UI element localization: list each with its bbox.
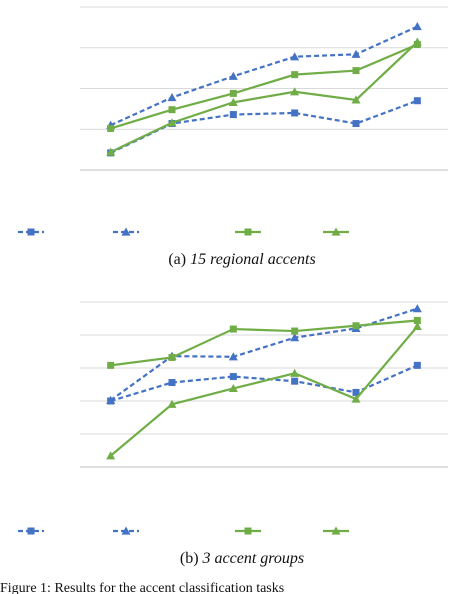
data-point-marker bbox=[412, 37, 422, 46]
chart-regional-accents: (a) 15 regional accents bbox=[18, 6, 448, 268]
data-point-marker bbox=[351, 394, 361, 403]
series-line-dnn bbox=[110, 99, 418, 154]
data-point-marker bbox=[228, 97, 238, 106]
data-point-marker bbox=[290, 52, 300, 61]
legend-marker-sample bbox=[244, 228, 252, 236]
legend-marker-sample bbox=[27, 228, 35, 236]
data-point-marker bbox=[290, 87, 300, 96]
data-point-marker bbox=[168, 379, 176, 387]
data-point-marker bbox=[413, 361, 421, 369]
data-point-marker bbox=[291, 327, 299, 335]
series-line-blstm bbox=[110, 43, 418, 130]
data-point-marker bbox=[412, 22, 422, 31]
caption-prefix: (a) bbox=[168, 251, 190, 268]
data-point-marker bbox=[290, 368, 300, 377]
legend-marker-sample bbox=[121, 227, 131, 236]
legend-marker-sample bbox=[27, 527, 35, 535]
data-point-marker bbox=[106, 451, 116, 460]
data-point-marker bbox=[228, 71, 238, 80]
data-point-marker bbox=[352, 67, 360, 75]
legend-marker-sample bbox=[121, 526, 131, 535]
series-line-dnn-i-vector bbox=[110, 25, 418, 127]
data-point-marker bbox=[229, 373, 237, 381]
data-point-marker bbox=[167, 399, 177, 408]
caption-prefix: (b) bbox=[180, 550, 203, 567]
data-point-marker bbox=[291, 109, 299, 117]
data-point-marker bbox=[106, 147, 116, 156]
data-point-marker bbox=[229, 325, 237, 333]
data-point-marker bbox=[351, 95, 361, 104]
data-point-marker bbox=[106, 395, 116, 404]
data-point-marker bbox=[291, 71, 299, 79]
data-point-marker bbox=[229, 111, 237, 119]
data-point-marker bbox=[168, 353, 176, 361]
data-point-marker bbox=[413, 316, 421, 324]
data-point-marker bbox=[412, 321, 422, 331]
data-point-marker bbox=[413, 97, 421, 105]
caption-text: 3 accent groups bbox=[202, 550, 305, 567]
series-line-blstm-i-vector bbox=[109, 325, 419, 457]
data-point-marker bbox=[351, 49, 361, 58]
chart-caption: (a) 15 regional accents bbox=[168, 251, 315, 268]
legend-marker-sample bbox=[331, 526, 341, 535]
data-point-marker bbox=[290, 333, 300, 342]
chart-caption: (b) 3 accent groups bbox=[180, 550, 304, 567]
caption-text: 15 regional accents bbox=[190, 251, 316, 268]
data-point-marker bbox=[352, 120, 360, 128]
data-point-marker bbox=[352, 322, 360, 330]
chart-accent-groups: (b) 3 accent groups bbox=[18, 301, 448, 567]
data-point-marker bbox=[107, 361, 115, 369]
series-line-blstm bbox=[110, 319, 418, 367]
data-point-marker bbox=[291, 377, 299, 385]
data-point-marker bbox=[228, 383, 238, 393]
data-point-marker bbox=[168, 106, 176, 114]
series-line-blstm-i-vector bbox=[110, 41, 419, 154]
series-line-dnn bbox=[110, 364, 418, 403]
legend-marker-sample bbox=[244, 527, 252, 535]
data-point-marker bbox=[107, 124, 115, 132]
figure-footer-text: Figure 1: Results for the accent classif… bbox=[0, 581, 284, 594]
data-point-marker bbox=[167, 92, 177, 102]
data-point-marker bbox=[412, 304, 422, 313]
data-point-marker bbox=[228, 352, 238, 361]
data-point-marker bbox=[167, 118, 177, 127]
legend-marker-sample bbox=[331, 227, 341, 236]
data-point-marker bbox=[352, 388, 360, 396]
data-point-marker bbox=[229, 89, 237, 97]
